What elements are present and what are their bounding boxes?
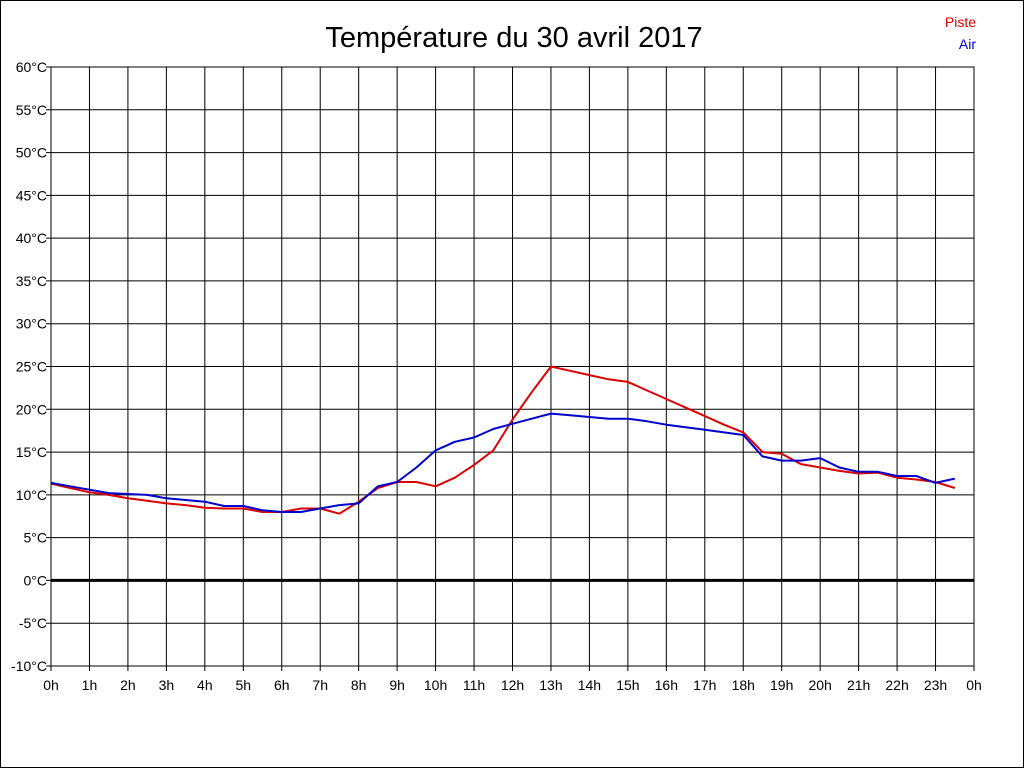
y-tick-label: 45°C bbox=[16, 187, 47, 203]
x-tick-label: 6h bbox=[274, 677, 290, 693]
y-tick-label: 25°C bbox=[16, 359, 47, 375]
x-tick-label: 5h bbox=[236, 677, 252, 693]
legend-entry-air: Air bbox=[959, 36, 976, 52]
x-tick-label: 21h bbox=[847, 677, 870, 693]
x-tick-label: 0h bbox=[966, 677, 982, 693]
series-line-piste bbox=[50, 365, 956, 515]
y-tick-label: 40°C bbox=[16, 230, 47, 246]
x-tick-label: 3h bbox=[159, 677, 175, 693]
x-tick-label: 9h bbox=[389, 677, 405, 693]
series-lines bbox=[50, 365, 956, 515]
y-tick-label: 10°C bbox=[16, 487, 47, 503]
y-tick-label: 0°C bbox=[24, 572, 48, 588]
x-tick-label: 10h bbox=[424, 677, 447, 693]
x-tick-label: 18h bbox=[732, 677, 755, 693]
x-tick-label: 15h bbox=[616, 677, 639, 693]
x-tick-label: 19h bbox=[770, 677, 793, 693]
y-tick-label: 15°C bbox=[16, 444, 47, 460]
y-tick-label: 20°C bbox=[16, 401, 47, 417]
x-tick-label: 12h bbox=[501, 677, 524, 693]
legend-entry-piste: Piste bbox=[945, 14, 976, 30]
y-tick-label: 60°C bbox=[16, 59, 47, 75]
grid bbox=[46, 66, 975, 671]
x-tick-label: 20h bbox=[808, 677, 831, 693]
x-tick-label: 17h bbox=[693, 677, 716, 693]
x-tick-label: 1h bbox=[82, 677, 98, 693]
x-tick-label: 22h bbox=[885, 677, 908, 693]
x-tick-label: 8h bbox=[351, 677, 367, 693]
x-tick-label: 7h bbox=[312, 677, 328, 693]
x-tick-label: 4h bbox=[197, 677, 213, 693]
x-tick-label: 16h bbox=[655, 677, 678, 693]
series-line-air bbox=[50, 412, 956, 513]
legend: Piste Air bbox=[945, 14, 976, 52]
y-tick-label: 5°C bbox=[24, 530, 48, 546]
y-tick-label: 30°C bbox=[16, 316, 47, 332]
x-tick-label: 23h bbox=[924, 677, 947, 693]
x-tick-label: 11h bbox=[463, 677, 485, 693]
chart-title: Température du 30 avril 2017 bbox=[325, 22, 702, 54]
x-tick-label: 0h bbox=[43, 677, 59, 693]
y-tick-label: 50°C bbox=[16, 145, 47, 161]
y-tick-label: 55°C bbox=[16, 102, 47, 118]
x-tick-label: 2h bbox=[120, 677, 136, 693]
x-tick-label: 13h bbox=[539, 677, 562, 693]
x-axis-ticks: 0h 1h 2h 3h 4h 5h 6h 7h 8h 9h 10h 11h 12h 13h 14h 15h 16… bbox=[43, 677, 982, 693]
y-tick-label: 35°C bbox=[16, 273, 47, 289]
y-tick-label: -5°C bbox=[19, 615, 47, 631]
y-axis-ticks: -10°C -5°C 0°C 5°C 10°C 15°C 20°C 25°C 30°C 35°C 4… bbox=[11, 59, 47, 674]
x-tick-label: 14h bbox=[578, 677, 601, 693]
y-tick-label: -10°C bbox=[11, 658, 47, 674]
